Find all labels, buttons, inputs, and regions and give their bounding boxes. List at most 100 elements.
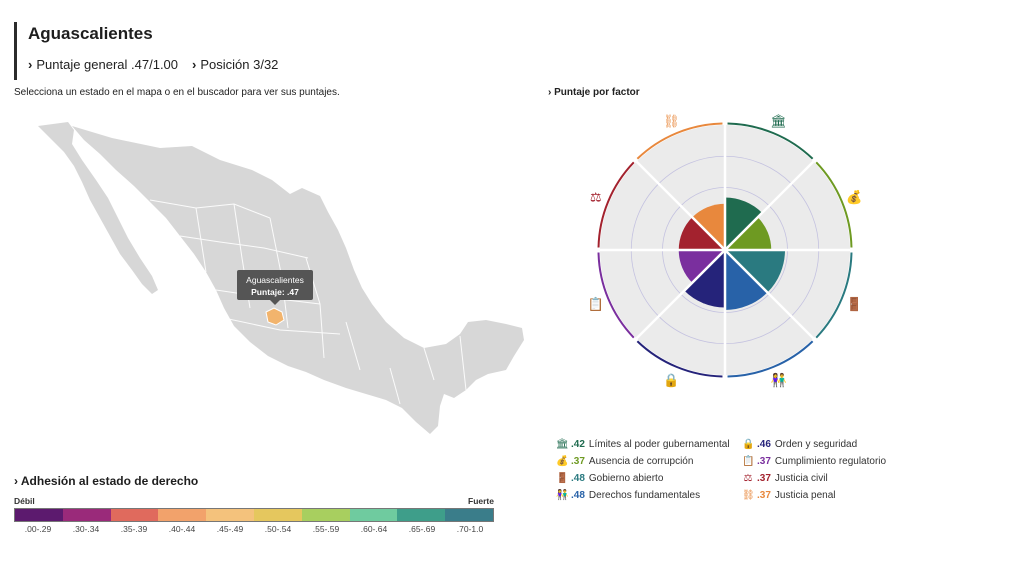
padlock-icon: 🔒 [742, 438, 755, 450]
money-bag-icon: 💰 [556, 455, 569, 467]
state-header: Aguascalientes › Puntaje general .47/1.00… [14, 22, 278, 80]
factor-bar-2[interactable] [725, 217, 772, 250]
scale-bin-label: .00-.29 [24, 524, 52, 534]
scale-segment [206, 509, 254, 521]
chevron-right-icon: › [192, 57, 197, 72]
rank-stat: › Posición 3/32 [192, 57, 278, 72]
factor-legend-value: .42 [571, 438, 585, 450]
factor-legend-item[interactable]: 🚪 .48 Gobierno abierto [556, 471, 742, 485]
factor-bar-6[interactable] [678, 250, 725, 283]
factor-legend-value: .48 [571, 472, 585, 484]
scale-low-label: Débil [14, 496, 35, 506]
scale-high-label: Fuerte [468, 496, 494, 506]
factor-chart-heading: › Puntaje por factor [548, 87, 640, 98]
scale-segment [301, 509, 350, 521]
factor-legend: 🏛 .42 Límites al poder gubernamental 🔒 .46 Or… [556, 437, 912, 502]
factor-icons: 🏛 💰 🚪 👫 🔒 📋 ⚖ ⛓ [588, 114, 863, 389]
scale-segment [397, 509, 446, 521]
scale-bin-label: .30-.34 [72, 524, 100, 534]
sector-divider-8 [635, 160, 726, 251]
scale-ends: Débil Fuerte [14, 496, 494, 506]
factor-legend-item[interactable]: 🏛 .42 Límites al poder gubernamental [556, 437, 742, 451]
factor-bar-7[interactable] [678, 217, 725, 250]
clipboard-icon: 📋 [588, 297, 604, 313]
factor-outer-arc-4 [727, 340, 814, 378]
people-icon: 👫 [770, 372, 786, 388]
factor-chart-title: Puntaje por factor [554, 87, 640, 98]
factor-bar-1[interactable] [725, 197, 763, 251]
factor-legend-value: .48 [571, 489, 585, 501]
factor-legend-item[interactable]: 👫 .48 Derechos fundamentales [556, 488, 742, 502]
factor-legend-label: Justicia penal [774, 489, 836, 501]
people-icon: 👫 [556, 489, 569, 501]
scale-bin-label: .55-.59 [312, 524, 340, 534]
factor-legend-label: Gobierno abierto [588, 472, 664, 484]
scale-bin-label: .40-.44 [168, 524, 196, 534]
factor-legend-value: .46 [757, 438, 771, 450]
factor-legend-item[interactable]: 💰 .37 Ausencia de corrupción [556, 454, 742, 468]
government-building-icon: 🏛 [770, 114, 787, 130]
chevron-right-icon: › [28, 57, 33, 72]
open-door-icon: 🚪 [846, 297, 862, 313]
map-instructions: Selecciona un estado en el mapa o en el … [14, 87, 340, 98]
rule-of-law-scale: › Adhesión al estado de derecho Débil Fu… [14, 474, 494, 534]
scale-title-text: Adhesión al estado de derecho [20, 474, 199, 488]
factor-radial-chart: 🏛 💰 🚪 👫 🔒 📋 ⚖ ⛓ [588, 114, 863, 389]
scale-bin-label: .50-.54 [264, 524, 292, 534]
mexico-map[interactable]: Aguascalientes Puntaje: .47 [20, 108, 540, 453]
handcuffs-icon: ⛓ [742, 489, 755, 501]
scale-segment [110, 509, 159, 521]
factor-outer-arc-8 [636, 122, 723, 160]
sector-dividers [600, 125, 850, 375]
scale-segment [158, 509, 207, 521]
factor-legend-label: Justicia civil [774, 472, 828, 484]
factor-legend-label: Ausencia de corrupción [588, 455, 694, 467]
scale-bin-label: .70-1.0 [456, 524, 484, 534]
map-states[interactable] [38, 122, 524, 434]
scale-bin-label: .35-.39 [120, 524, 148, 534]
factor-outer-arc-1 [727, 122, 814, 160]
sector-divider-4 [724, 249, 815, 340]
factor-outer-arc-2 [815, 161, 853, 248]
factor-outer-arc-5 [636, 340, 723, 378]
scale-segment [15, 509, 63, 521]
factor-legend-value: .37 [757, 489, 771, 501]
factor-bar-3[interactable] [725, 250, 785, 293]
state-title: Aguascalientes [28, 24, 153, 43]
factor-legend-label: Límites al poder gubernamental [588, 438, 730, 450]
scale-title: › Adhesión al estado de derecho [14, 474, 199, 488]
factor-outer-arc-7 [597, 161, 635, 248]
baja-california-shape[interactable] [38, 122, 158, 294]
sector-divider-2 [724, 160, 815, 251]
scale-bin-label: .60-.64 [360, 524, 388, 534]
scale-bin-label: .65-.69 [408, 524, 436, 534]
factor-bar-8[interactable] [692, 203, 725, 250]
factor-legend-item[interactable]: 🔒 .46 Orden y seguridad [742, 437, 912, 451]
factor-legend-label: Cumplimiento regulatorio [774, 455, 887, 467]
money-bag-icon: 💰 [846, 189, 862, 205]
scale-segment [349, 509, 398, 521]
scale-segment [445, 509, 493, 521]
factor-legend-item[interactable]: ⛓ .37 Justicia penal [742, 488, 912, 502]
factor-legend-value: .37 [757, 472, 771, 484]
clipboard-icon: 📋 [742, 455, 755, 467]
scale-segment [62, 509, 111, 521]
factor-outer-arcs [597, 122, 853, 378]
handcuffs-icon: ⛓ [663, 114, 680, 130]
factor-legend-item[interactable]: 📋 .37 Cumplimiento regulatorio [742, 454, 912, 468]
sector-divider-6 [635, 249, 726, 340]
factor-outer-arc-6 [597, 252, 635, 339]
scales-icon: ⚖ [590, 190, 602, 205]
scales-icon: ⚖ [743, 472, 753, 484]
scale-bin-label: .45-.49 [216, 524, 244, 534]
factor-legend-item[interactable]: ⚖ .37 Justicia civil [742, 471, 912, 485]
aguascalientes-shape[interactable] [265, 307, 285, 326]
factor-bar-4[interactable] [725, 250, 768, 310]
factor-bar-5[interactable] [684, 250, 725, 308]
factor-legend-value: .37 [571, 455, 585, 467]
scale-segment [253, 509, 302, 521]
factor-legend-value: .37 [757, 455, 771, 467]
rank-text: Posición 3/32 [200, 57, 279, 72]
government-building-icon: 🏛 [556, 438, 569, 450]
scale-bin-labels: .00-.29 .30-.34 .35-.39 .40-.44 .45-.49 .50-.… [14, 524, 494, 534]
